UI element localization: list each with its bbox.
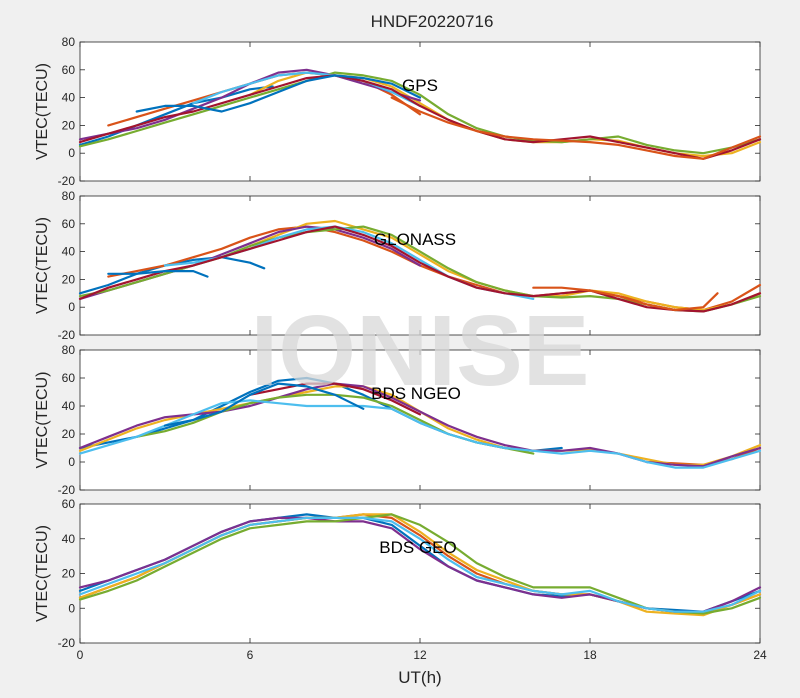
x-axis-label: UT(h) bbox=[398, 668, 441, 687]
series-line bbox=[78, 256, 266, 295]
y-tick-label: -20 bbox=[58, 174, 76, 188]
y-axis-label: VTEC(TECU) bbox=[34, 63, 51, 160]
x-tick-label: 18 bbox=[583, 648, 597, 662]
plot-area bbox=[79, 503, 761, 644]
panel-annotation: BDS GEO bbox=[379, 538, 456, 557]
panel-annotation: BDS NGEO bbox=[371, 384, 461, 403]
series-line bbox=[78, 399, 762, 469]
chart-panel-3: -20 0 20 40 60 80 VTEC(TECU) BDS NGEO bbox=[34, 343, 762, 497]
y-tick-label: 40 bbox=[62, 91, 76, 105]
series-line bbox=[107, 270, 209, 278]
chart-panel-1: -20 0 20 40 60 80 VTEC(TECU) GPS bbox=[34, 35, 762, 188]
series-line bbox=[78, 71, 762, 155]
series-line bbox=[78, 225, 762, 313]
y-tick-label: 60 bbox=[62, 217, 76, 231]
x-tick-label: 0 bbox=[77, 648, 84, 662]
y-tick-label: 40 bbox=[62, 399, 76, 413]
y-tick-label: 0 bbox=[68, 455, 75, 469]
y-tick-label: 80 bbox=[62, 35, 76, 49]
series-line bbox=[78, 85, 274, 146]
x-tick-label: 24 bbox=[753, 648, 767, 662]
y-tick-label: 0 bbox=[68, 146, 75, 160]
y-tick-label: 20 bbox=[62, 118, 76, 132]
y-tick-label: -20 bbox=[58, 328, 76, 342]
series-line bbox=[78, 74, 762, 160]
series-line bbox=[135, 74, 422, 113]
y-tick-label: 60 bbox=[62, 371, 76, 385]
series-line bbox=[192, 71, 422, 107]
y-tick-label: 20 bbox=[62, 427, 76, 441]
y-tick-label: 80 bbox=[62, 343, 76, 357]
y-tick-label: 20 bbox=[62, 272, 76, 286]
x-tick-label: 12 bbox=[413, 648, 427, 662]
y-tick-label: 20 bbox=[62, 567, 76, 581]
y-tick-label: 0 bbox=[68, 601, 75, 615]
y-axis-label: VTEC(TECU) bbox=[34, 525, 51, 622]
y-tick-label: 80 bbox=[62, 189, 76, 203]
panel-annotation: GPS bbox=[402, 76, 438, 95]
series-line bbox=[78, 516, 762, 613]
series-line bbox=[532, 286, 719, 312]
y-tick-label: -20 bbox=[58, 483, 76, 497]
y-tick-label: 60 bbox=[62, 63, 76, 77]
chart-panel-2: -20 0 20 40 60 80 VTEC(TECU) GLONASS bbox=[34, 189, 762, 342]
y-tick-label: -20 bbox=[58, 636, 76, 650]
x-tick-label: 6 bbox=[247, 648, 254, 662]
y-tick-label: 60 bbox=[62, 497, 76, 511]
series-line bbox=[163, 382, 365, 427]
y-tick-label: 40 bbox=[62, 245, 76, 259]
series-line bbox=[248, 382, 422, 416]
watermark: IONISE bbox=[251, 295, 590, 407]
y-tick-label: 0 bbox=[68, 300, 75, 314]
y-axis-label: VTEC(TECU) bbox=[34, 217, 51, 314]
panel-annotation: GLONASS bbox=[374, 230, 456, 249]
series-line bbox=[390, 96, 762, 160]
figure-title: HNDF20220716 bbox=[371, 12, 494, 31]
y-axis-label: VTEC(TECU) bbox=[34, 372, 51, 469]
y-tick-label: 40 bbox=[62, 532, 76, 546]
